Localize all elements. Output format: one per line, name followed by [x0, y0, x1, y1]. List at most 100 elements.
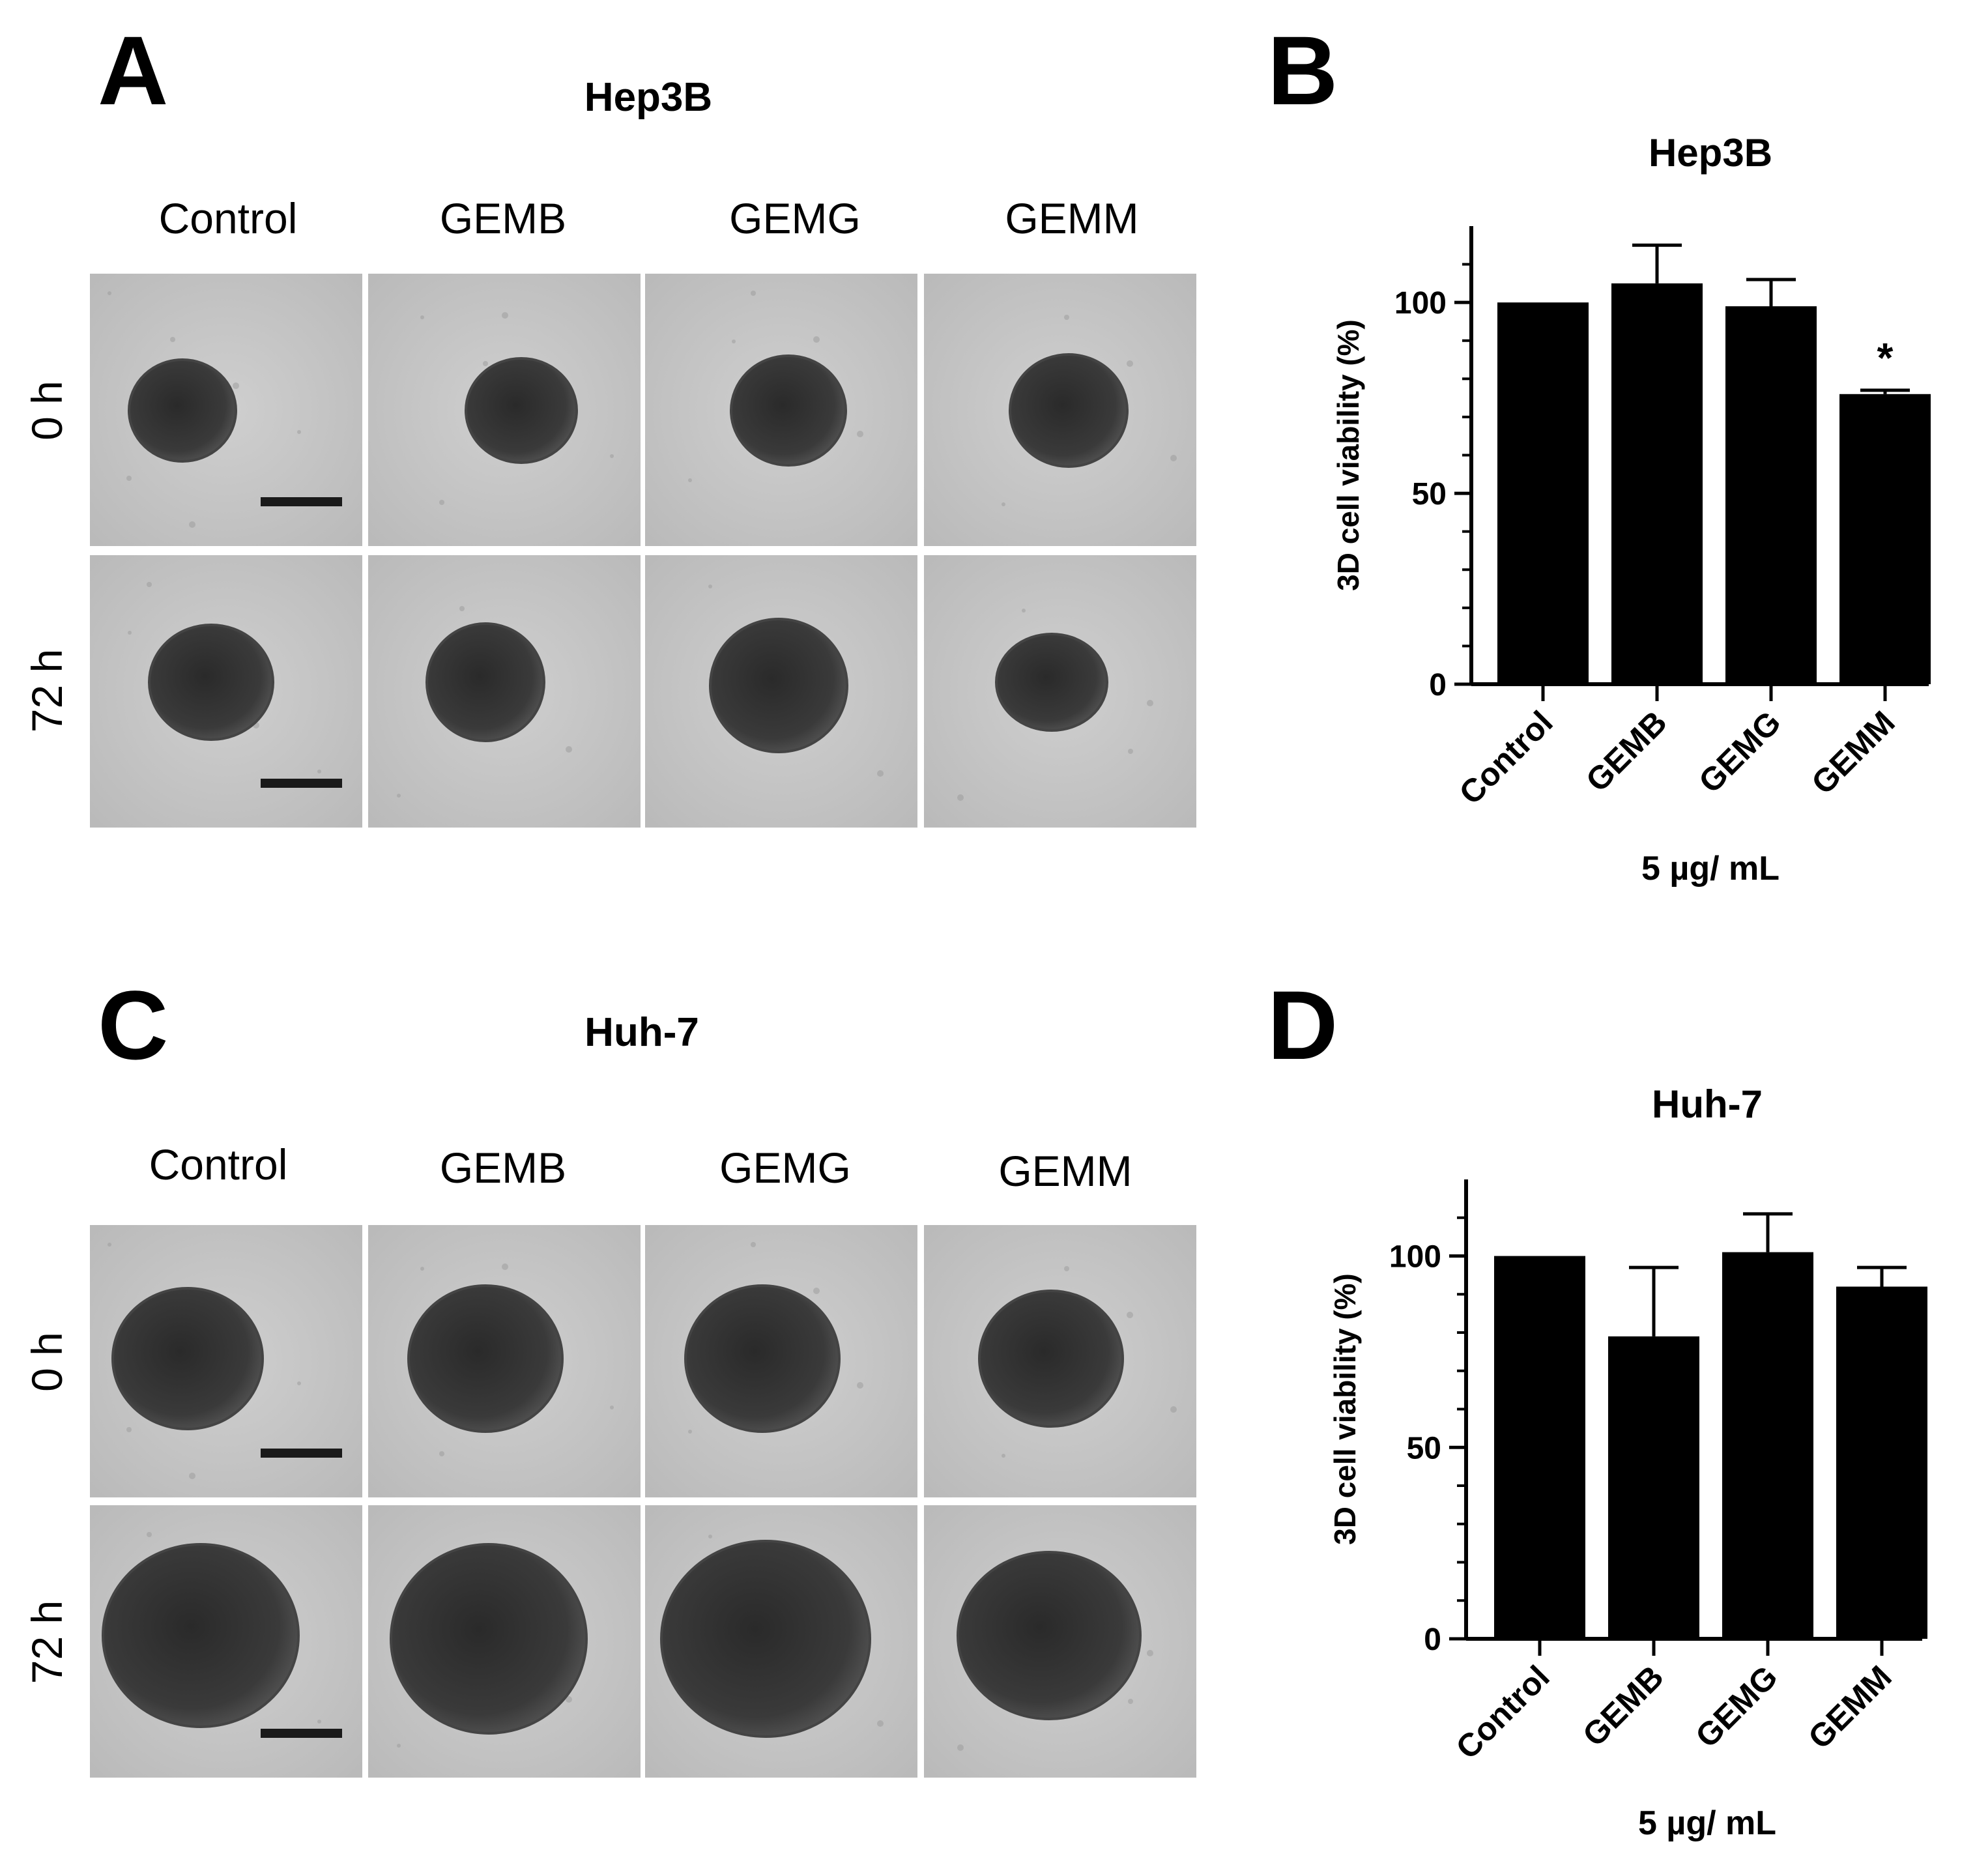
bar [1611, 283, 1703, 684]
debris-speck [857, 1382, 863, 1389]
debris-speck [1022, 609, 1026, 613]
debris-speck [126, 476, 132, 481]
micrograph-grid-huh7: Huh-7 Control GEMB GEMG GEMM 0 h 72 h [23, 1010, 1196, 1778]
x-axis-label: 5 µg/ mL [1638, 1804, 1776, 1842]
row-label-72h: 72 h [23, 1600, 71, 1684]
debris-speck [317, 1720, 321, 1724]
micrograph-tile [645, 274, 917, 546]
x-axis-label: 5 µg/ mL [1641, 850, 1780, 887]
bar [1839, 394, 1931, 684]
micrograph-tile [90, 555, 362, 828]
column-label-control: Control [149, 1140, 288, 1189]
debris-speck [420, 315, 424, 319]
debris-speck [1002, 1454, 1005, 1458]
scale-bar [261, 779, 342, 788]
spheroid [148, 624, 274, 741]
debris-speck [1002, 502, 1005, 506]
debris-speck [108, 291, 111, 295]
x-tick-label: Control [1449, 1658, 1557, 1766]
spheroid [390, 1543, 588, 1735]
scale-bar [261, 1449, 342, 1458]
debris-speck [1064, 315, 1069, 320]
debris-speck [483, 361, 488, 366]
row-label-0h: 0 h [23, 381, 71, 440]
debris-speck [610, 454, 614, 458]
debris-speck [189, 521, 195, 528]
panel-letter-b: B [1267, 16, 1338, 125]
debris-speck [233, 382, 239, 389]
significance-marker: * [1877, 334, 1894, 381]
x-tick-label: Control [1452, 704, 1560, 811]
y-axis-label: 3D cell viability (%) [1331, 319, 1365, 591]
debris-speck [732, 339, 736, 343]
row-label-0h: 0 h [23, 1332, 71, 1392]
spheroid [407, 1284, 564, 1433]
debris-speck [1127, 1312, 1133, 1318]
y-tick-label: 50 [1407, 1431, 1441, 1465]
debris-speck [147, 582, 152, 587]
micrograph-grid-hep3b: Hep3B Control GEMB GEMG GEMM 0 h 72 h [23, 75, 1196, 828]
spheroid [995, 633, 1108, 732]
micrograph-tile [645, 555, 917, 828]
debris-speck [708, 584, 712, 588]
debris-speck [957, 794, 964, 801]
bar [1494, 1256, 1585, 1639]
debris-speck [128, 631, 132, 635]
micrograph-tile [368, 274, 641, 546]
chart-title: Hep3B [1649, 131, 1772, 175]
spheroid [128, 358, 237, 463]
column-label-gemm: GEMM [998, 1147, 1132, 1195]
spheroid [660, 1540, 871, 1738]
chart-title: Huh-7 [1652, 1082, 1763, 1126]
debris-speck [1170, 1406, 1177, 1413]
spheroid [111, 1287, 264, 1430]
panel-letter-c: C [98, 970, 168, 1080]
spheroid [709, 618, 848, 753]
debris-speck [1127, 360, 1133, 367]
x-tick-label: GEMG [1688, 1658, 1785, 1755]
debris-speck [297, 430, 301, 434]
micrograph-tile [90, 1225, 362, 1497]
bar [1725, 306, 1817, 684]
debris-speck [1147, 700, 1153, 706]
debris-speck [126, 1427, 132, 1432]
debris-speck [751, 1242, 756, 1247]
micrograph-tile [90, 274, 362, 546]
micrograph-tile [368, 1225, 641, 1497]
debris-speck [877, 770, 884, 777]
debris-speck [1170, 455, 1177, 461]
bar [1722, 1252, 1813, 1639]
micrograph-tile [645, 1505, 917, 1778]
micrograph-tile [924, 1225, 1196, 1497]
debris-speck [297, 1381, 301, 1385]
row-label-72h: 72 h [23, 649, 71, 732]
debris-speck [420, 1267, 424, 1271]
scale-bar [261, 1729, 342, 1738]
debris-speck [610, 1406, 614, 1409]
debris-speck [439, 1451, 444, 1456]
debris-speck [170, 337, 175, 342]
debris-speck [813, 336, 820, 343]
spheroid [978, 1290, 1124, 1428]
micrograph-tile [368, 1505, 641, 1778]
micrograph-tile [924, 1505, 1196, 1778]
debris-speck [813, 1288, 820, 1294]
micrograph-tile [924, 274, 1196, 546]
micrograph-tile [368, 555, 641, 828]
scale-bar [261, 497, 342, 506]
spheroid [102, 1543, 300, 1728]
x-tick-label: GEMM [1801, 1658, 1899, 1756]
micrograph-title-hep3b: Hep3B [584, 75, 712, 120]
spheroid [425, 622, 545, 742]
micrograph-tile [645, 1225, 917, 1497]
debris-speck [397, 794, 401, 798]
y-axis-label: 3D cell viability (%) [1328, 1273, 1362, 1545]
x-tick-label: GEMM [1804, 704, 1902, 801]
y-tick-label: 100 [1394, 286, 1447, 321]
x-tick-label: GEMB [1579, 704, 1674, 799]
debris-speck [1147, 1650, 1153, 1656]
debris-speck [108, 1243, 111, 1247]
bar [1497, 302, 1589, 685]
